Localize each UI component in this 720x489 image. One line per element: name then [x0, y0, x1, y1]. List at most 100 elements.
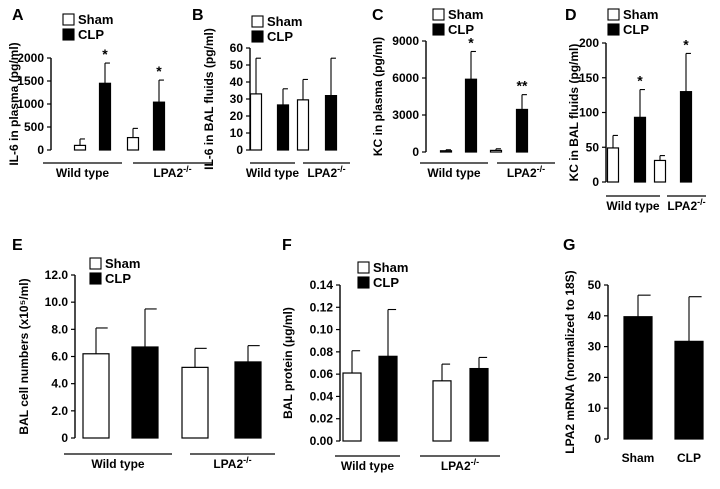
y-tick-label: 40 — [230, 75, 244, 89]
legend-label: CLP — [78, 27, 104, 42]
legend-label: Sham — [78, 12, 113, 27]
bar-clp-group-0 — [131, 346, 159, 439]
y-axis-label: IL-6 in BAL fluids (pg/ml) — [202, 28, 216, 170]
legend-label: CLP — [373, 275, 399, 290]
significance-marker: * — [683, 36, 689, 52]
legend-swatch-clp — [89, 272, 102, 285]
bar-sham-group-1 — [432, 380, 452, 442]
group-label: Wild type — [91, 457, 145, 471]
y-tick-label: 12.0 — [45, 268, 69, 282]
panel-letter: D — [565, 7, 577, 24]
legend-swatch-sham — [251, 15, 264, 28]
panel-f: F 0.00 0.02 0.04 0.06 0.08 0.10 0.12 0.14 BAL pro… — [281, 237, 500, 473]
group-label: LPA2-/- — [307, 164, 345, 180]
legend-label: Sham — [373, 260, 408, 275]
group-label: LPA2-/- — [213, 455, 251, 471]
bar-clp — [674, 340, 704, 440]
legend-label: CLP — [448, 22, 474, 37]
group-label: Wild type — [56, 166, 110, 180]
y-tick-label: 3000 — [392, 108, 419, 122]
legend-label: CLP — [105, 271, 131, 286]
y-axis-label: IL-6 in plasma (pg/ml) — [7, 42, 21, 165]
bar-sham-group-1 — [181, 366, 209, 439]
legend-swatch-clp — [357, 276, 370, 289]
panel-letter: E — [12, 237, 23, 254]
y-tick-label: 20 — [230, 109, 244, 123]
bar-sham-group-1 — [296, 99, 310, 151]
significance-marker: ** — [517, 78, 528, 94]
y-tick-label: 50 — [230, 58, 244, 72]
y-axis-label: LPA2 mRNA (normalized to 18S) — [563, 270, 577, 453]
bar-clp-group-1 — [152, 101, 166, 151]
y-tick-label: 200 — [579, 36, 599, 50]
y-tick-label: 0 — [61, 431, 68, 445]
y-tick-label: 0.14 — [310, 278, 334, 292]
y-tick-label: 0.06 — [310, 367, 334, 381]
bar-clp-group-1 — [469, 367, 489, 442]
panel-letter: C — [372, 7, 384, 24]
group-label: LPA2-/- — [667, 197, 705, 213]
y-axis-label: BAL protein (μg/ml) — [281, 307, 295, 419]
legend-label: CLP — [623, 22, 649, 37]
bar-clp-group-0 — [633, 116, 647, 183]
category-label: Sham — [622, 451, 655, 465]
y-tick-label: 8.0 — [51, 322, 68, 336]
y-tick-label: 150 — [579, 71, 599, 85]
panel-letter: A — [12, 7, 24, 24]
y-tick-label: 0.08 — [310, 345, 334, 359]
bar-sham-group-0 — [342, 372, 362, 442]
bar-sham-group-1 — [653, 159, 667, 183]
y-tick-label: 20 — [588, 370, 602, 384]
significance-marker: * — [468, 34, 474, 50]
panel-letter: B — [192, 7, 204, 24]
group-label: Wild type — [606, 199, 660, 213]
legend-swatch-clp — [432, 23, 445, 36]
y-tick-label: 50 — [588, 278, 602, 292]
bar-clp-group-0 — [276, 104, 290, 151]
y-tick-label: 40 — [588, 309, 602, 323]
bar-clp-group-1 — [515, 108, 529, 153]
legend-swatch-sham — [89, 257, 102, 270]
legend-swatch-clp — [62, 28, 75, 41]
bar-clp-group-1 — [324, 94, 338, 151]
bar-sham-group-0 — [82, 353, 110, 439]
y-tick-label: 0 — [412, 145, 419, 159]
y-tick-label: 0.12 — [310, 300, 334, 314]
y-tick-label: 0 — [37, 143, 44, 157]
y-tick-label: 2000 — [17, 51, 44, 65]
y-tick-label: 100 — [579, 106, 599, 120]
panel-e: E 0 2.0 4.0 6.0 8.0 10.0 12.0 BAL cell numbers (… — [12, 237, 275, 471]
panel-letter: F — [282, 237, 292, 254]
legend-swatch-clp — [251, 30, 264, 43]
bar-sham-group-0 — [606, 147, 620, 183]
bar-sham-group-1 — [126, 136, 140, 151]
panel-g: G 0 10 20 30 40 50 LPA2 mRNA (normalized to 18S… — [563, 237, 704, 465]
group-label: LPA2-/- — [153, 164, 191, 180]
group-label: LPA2-/- — [507, 164, 545, 180]
bar-clp-group-1 — [234, 361, 262, 439]
y-tick-label: 6.0 — [51, 350, 68, 364]
panel-letter: G — [563, 237, 575, 254]
bar-clp-group-0 — [98, 82, 112, 151]
group-label: Wild type — [341, 459, 395, 473]
group-label: LPA2-/- — [441, 457, 479, 473]
y-tick-label: 500 — [24, 120, 44, 134]
bar-sham-group-1 — [489, 149, 503, 153]
y-tick-label: 1500 — [17, 74, 44, 88]
y-tick-label: 0.10 — [310, 323, 334, 337]
bar-clp-group-0 — [378, 355, 398, 442]
y-tick-label: 10 — [230, 126, 244, 140]
y-tick-label: 60 — [230, 41, 244, 55]
y-tick-label: 50 — [586, 140, 600, 154]
y-tick-label: 30 — [230, 92, 244, 106]
y-tick-label: 0 — [236, 143, 243, 157]
y-tick-label: 0 — [594, 432, 601, 446]
bar-sham-group-0 — [73, 144, 87, 151]
category-label: CLP — [677, 451, 701, 465]
significance-marker: * — [637, 73, 643, 89]
legend-label: Sham — [623, 7, 658, 22]
legend-swatch-sham — [607, 8, 620, 21]
y-tick-label: 0 — [592, 175, 599, 189]
